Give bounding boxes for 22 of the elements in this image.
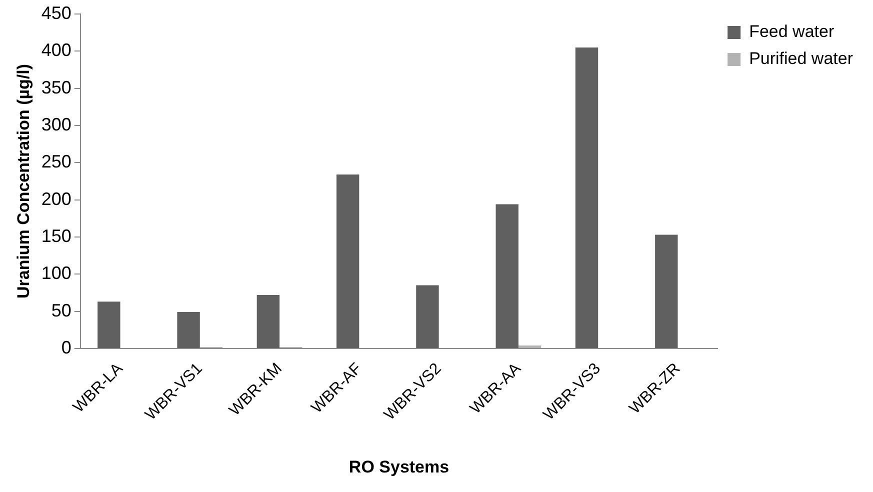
bar bbox=[655, 234, 678, 348]
y-tick-label: 300 bbox=[41, 114, 72, 134]
bar bbox=[496, 204, 518, 348]
y-tick-label: 450 bbox=[41, 2, 72, 23]
bar bbox=[336, 174, 360, 348]
y-tick-label: 350 bbox=[41, 77, 72, 98]
legend-label: Purified water bbox=[749, 49, 854, 68]
bar bbox=[177, 312, 200, 348]
bar bbox=[575, 47, 598, 348]
y-tick-label: 150 bbox=[41, 226, 72, 246]
legend-label: Feed water bbox=[749, 22, 834, 42]
y-axis-title: Uranium Concentration (µg/l) bbox=[14, 64, 33, 299]
y-tick-label: 250 bbox=[41, 152, 72, 172]
y-tick-label: 0 bbox=[61, 337, 72, 358]
bar bbox=[416, 285, 439, 348]
y-tick-label: 200 bbox=[41, 188, 72, 209]
bar bbox=[98, 302, 120, 348]
y-tick-label: 400 bbox=[41, 40, 72, 60]
y-tick-label: 50 bbox=[51, 300, 72, 320]
bar bbox=[256, 294, 280, 348]
y-tick-label: 100 bbox=[41, 263, 72, 284]
x-axis-title: RO Systems bbox=[348, 457, 450, 476]
